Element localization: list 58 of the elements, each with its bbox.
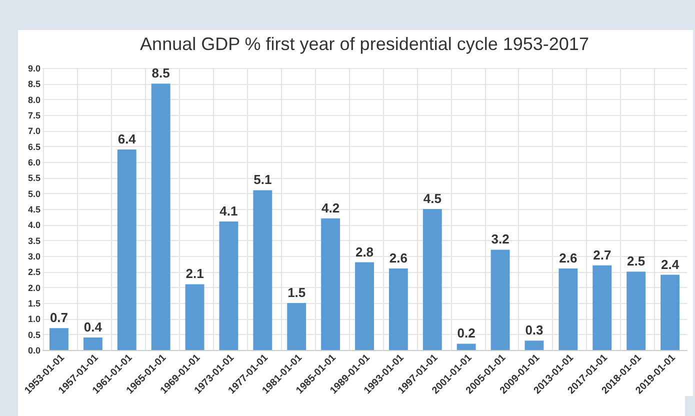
data-label: 5.1 bbox=[254, 172, 272, 188]
y-tick-label: 5.5 bbox=[28, 173, 40, 184]
bar bbox=[50, 328, 68, 350]
bar bbox=[456, 344, 476, 350]
bar bbox=[185, 284, 204, 350]
data-label: 0.2 bbox=[457, 326, 476, 341]
data-label: 2.1 bbox=[186, 266, 204, 282]
y-tick-label: 7.0 bbox=[28, 126, 40, 136]
bar bbox=[490, 250, 510, 350]
y-tick-label: 8.0 bbox=[28, 94, 40, 105]
y-tick-label: 1.0 bbox=[28, 314, 40, 324]
y-tick-label: 4.5 bbox=[28, 204, 40, 214]
y-tick-label: 5.0 bbox=[28, 188, 40, 199]
bar bbox=[151, 84, 170, 350]
bar bbox=[626, 272, 646, 350]
data-label: 2.8 bbox=[355, 244, 374, 260]
bar bbox=[355, 262, 374, 350]
data-label: 4.2 bbox=[322, 200, 340, 216]
data-label: 4.1 bbox=[220, 204, 238, 219]
bar bbox=[422, 209, 442, 350]
data-label: 0.3 bbox=[525, 322, 544, 338]
bar bbox=[287, 303, 306, 350]
bar bbox=[592, 265, 612, 350]
y-tick-label: 1.5 bbox=[28, 298, 40, 308]
bar bbox=[524, 340, 544, 350]
data-label: 0.4 bbox=[84, 319, 103, 334]
data-label: 1.5 bbox=[288, 285, 306, 300]
y-tick-label: 2.0 bbox=[28, 282, 40, 293]
data-label: 0.7 bbox=[50, 310, 68, 326]
y-tick-label: 7.5 bbox=[28, 110, 40, 120]
y-tick-label: 3.0 bbox=[28, 252, 40, 262]
data-label: 2.5 bbox=[627, 254, 646, 269]
data-label: 2.7 bbox=[593, 247, 612, 262]
y-tick-label: 6.5 bbox=[28, 142, 40, 152]
chart-title: Annual GDP % first year of presidential cycle 1953-2017 bbox=[140, 34, 589, 54]
y-tick-label: 2.5 bbox=[28, 267, 40, 278]
data-label: 4.5 bbox=[423, 191, 442, 206]
bar bbox=[558, 268, 578, 350]
bar bbox=[219, 222, 238, 350]
y-tick-label: 4.0 bbox=[28, 220, 40, 230]
bar bbox=[321, 218, 340, 350]
bar bbox=[253, 190, 272, 350]
bar bbox=[660, 274, 680, 350]
y-tick-label: 8.5 bbox=[28, 79, 40, 90]
data-label: 6.4 bbox=[118, 131, 137, 146]
y-tick-label: 0.5 bbox=[28, 330, 40, 340]
bar bbox=[117, 149, 136, 350]
data-label: 2.6 bbox=[559, 250, 578, 266]
data-label: 8.5 bbox=[152, 66, 170, 81]
bar bbox=[388, 268, 408, 350]
y-tick-label: 3.5 bbox=[28, 236, 40, 246]
data-label: 2.6 bbox=[389, 250, 408, 266]
y-tick-label: 9.0 bbox=[28, 64, 40, 74]
data-label: 2.4 bbox=[660, 256, 680, 272]
y-tick-label: 6.0 bbox=[28, 158, 40, 168]
bar bbox=[83, 337, 102, 350]
data-label: 3.2 bbox=[491, 232, 510, 247]
y-tick-label: 0.0 bbox=[28, 346, 40, 356]
